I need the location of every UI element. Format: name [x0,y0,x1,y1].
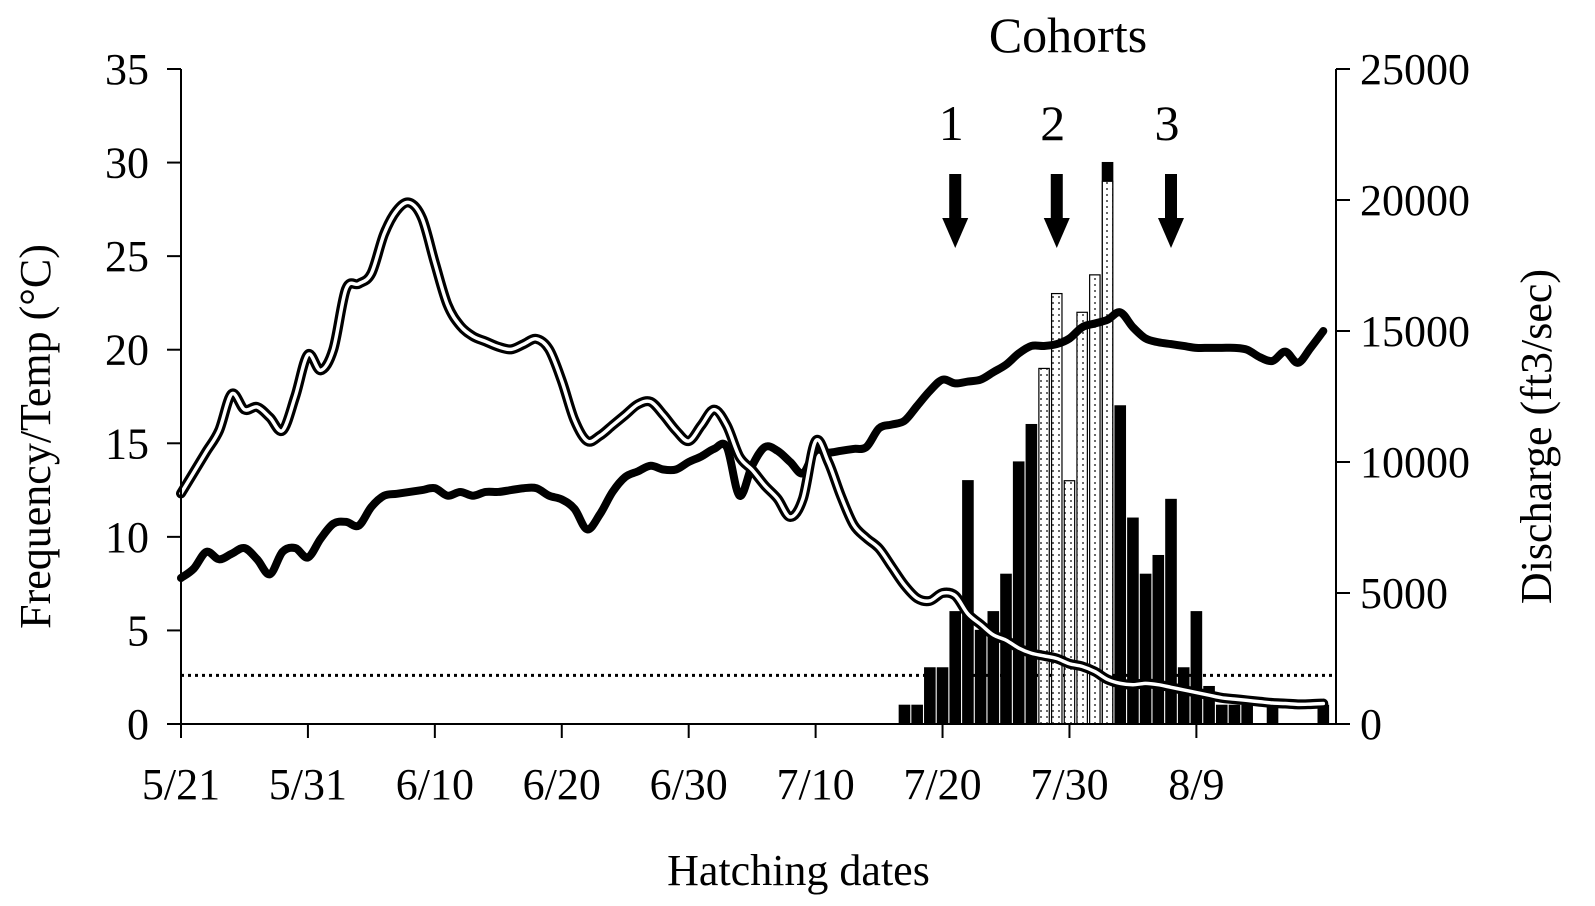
discharge-line-outer [176,197,1329,710]
temperature-line [177,308,1328,583]
bar-dotted [1063,480,1076,725]
x-tick-label: 6/20 [523,760,601,809]
y-tick-label-left: 35 [105,45,149,94]
bar-solid [1215,704,1228,725]
x-axis-title: Hatching dates [667,846,930,895]
y-tick-label-left: 15 [105,419,149,468]
bar-dotted [1038,367,1050,725]
x-tick-label: 7/10 [776,760,854,809]
x-tick-label: 7/20 [903,760,981,809]
x-tick-label: 5/21 [142,760,220,809]
cohort-label: 2 [1040,95,1065,151]
bar-solid [1000,573,1012,725]
y-tick-label-right: 5000 [1360,569,1448,618]
cohort-arrow-shaft [949,174,962,220]
bar-solid [1012,461,1025,725]
bar-dotted [1089,274,1101,725]
discharge-line-inner [179,200,1326,707]
y-tick-label-right: 15000 [1360,307,1470,356]
bar-solid [1241,704,1253,725]
cohort-arrow-head [1158,218,1184,248]
bar-solid [1139,573,1152,725]
x-tick-label: 7/30 [1030,760,1108,809]
bar-solid [1177,667,1190,725]
bar-solid [936,667,949,725]
bar-solid [1152,554,1165,725]
bar-solid [1114,405,1127,725]
cohort-arrow-head [942,218,969,248]
cohort-label: 3 [1155,95,1180,151]
y-tick-label-left: 10 [105,513,149,562]
bar-solid [911,704,923,725]
bar-solid [924,667,936,725]
y-tick-label-left: 0 [127,700,149,749]
x-tick-label: 8/9 [1168,760,1224,809]
y-tick-label-left: 30 [105,139,149,188]
bar-solid [1025,423,1038,725]
y-tick-label-right: 20000 [1360,176,1470,225]
x-tick-label: 6/30 [650,760,728,809]
y-tick-label-left: 20 [105,326,149,375]
bar-dotted [1101,180,1114,725]
y-axis-title-left: Frequency/Temp (°C) [11,244,60,629]
bar-solid [949,611,962,725]
y-tick-label-right: 0 [1360,700,1382,749]
bar-solid [898,704,911,725]
cohort-arrow-shaft [1165,174,1177,220]
cohort-label: 1 [939,95,964,151]
y-tick-label-left: 25 [105,232,149,281]
y-tick-label-left: 5 [127,606,149,655]
bar-solid [1228,704,1241,725]
bar-solid [974,629,987,725]
cohorts-header: Cohorts [989,7,1147,63]
y-tick-label-right: 25000 [1360,45,1470,94]
bar-solid [1190,611,1203,725]
bar-solid [1127,517,1139,725]
x-tick-label: 6/10 [396,760,474,809]
x-tick-label: 5/31 [269,760,347,809]
y-axis-title-right: Discharge (ft3/sec) [1512,269,1561,604]
cohort-arrow-head [1043,218,1070,248]
y-tick-label-right: 10000 [1360,438,1470,487]
cohort-arrow-shaft [1050,174,1063,220]
